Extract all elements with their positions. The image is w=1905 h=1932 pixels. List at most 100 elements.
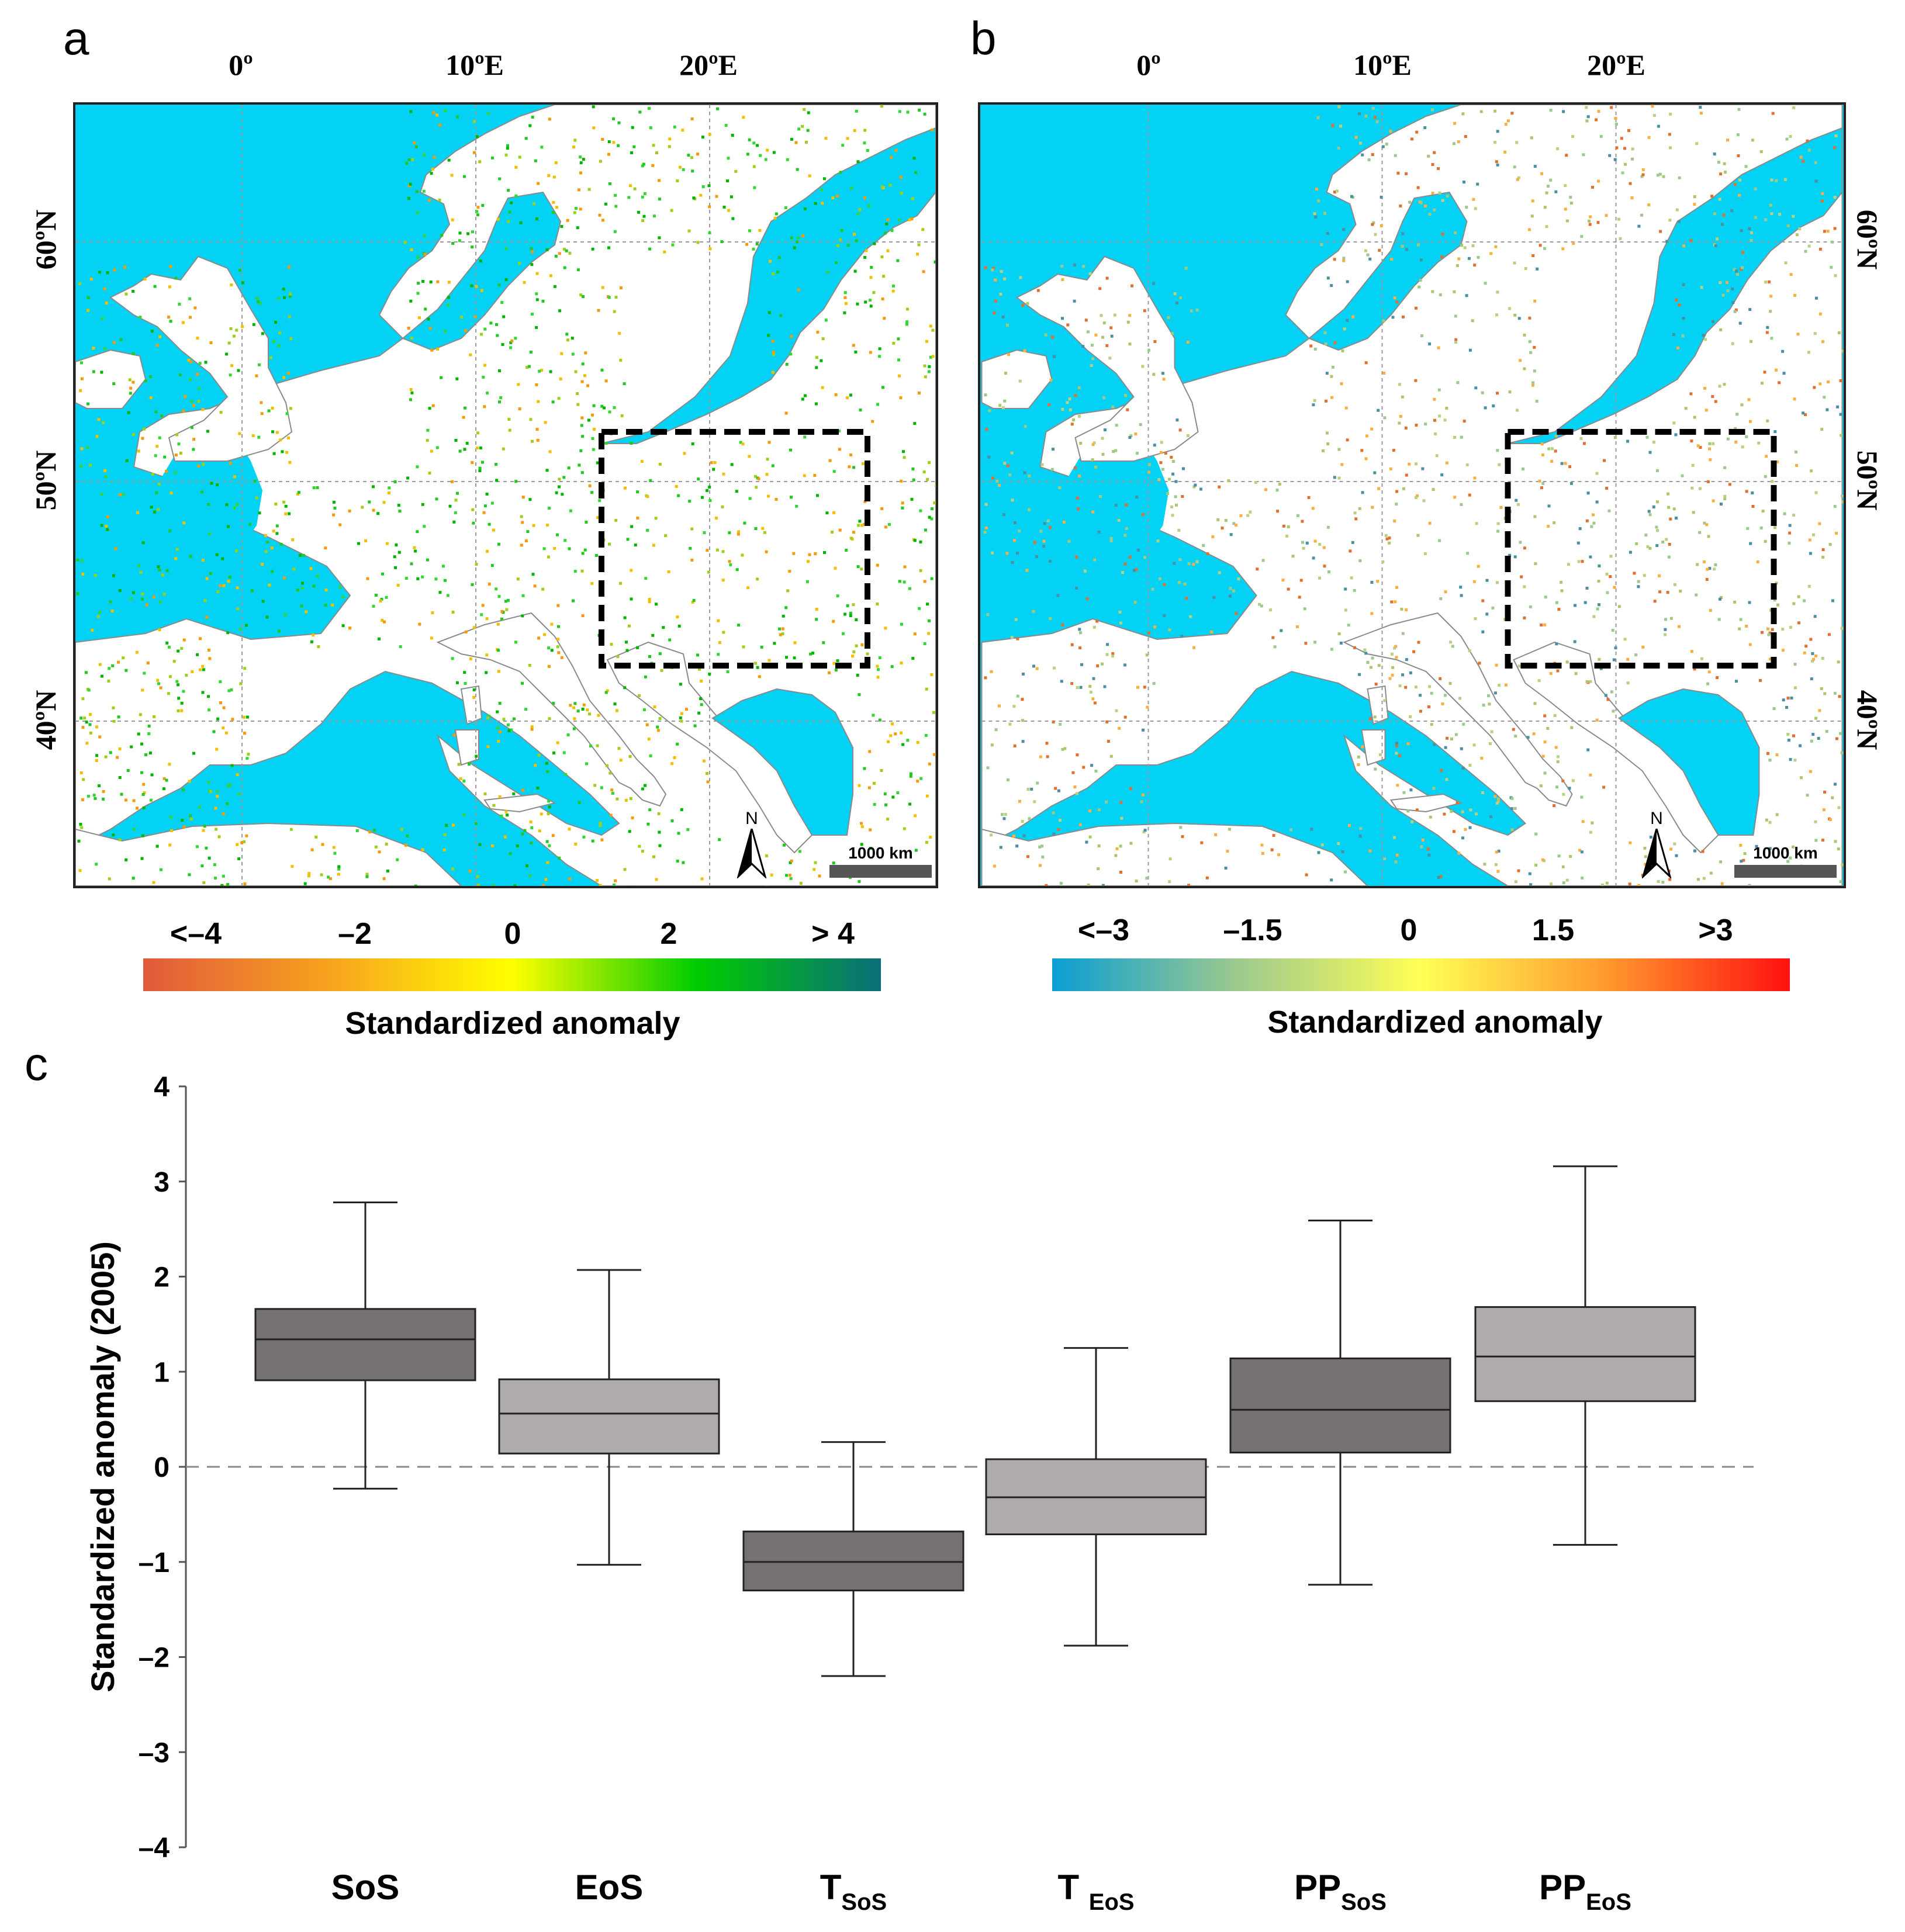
anomaly-dot [617, 144, 620, 147]
anomaly-dot [192, 438, 196, 441]
anomaly-dot [1605, 214, 1608, 217]
anomaly-dot [239, 682, 243, 685]
anomaly-dot [416, 255, 420, 259]
anomaly-dot [636, 646, 639, 649]
anomaly-dot [236, 586, 239, 590]
anomaly-dot [452, 733, 456, 737]
anomaly-dot [1454, 338, 1458, 341]
anomaly-dot [81, 559, 84, 562]
anomaly-dot [715, 517, 718, 520]
anomaly-dot [398, 510, 402, 513]
anomaly-dot [1453, 496, 1457, 499]
anomaly-dot [142, 783, 146, 786]
anomaly-dot [1143, 309, 1146, 313]
anomaly-dot [1296, 514, 1299, 517]
anomaly-dot [765, 854, 769, 857]
anomaly-dot [566, 338, 569, 342]
map-panel-b: N 1000 km [978, 102, 1846, 888]
anomaly-dot [530, 247, 533, 250]
anomaly-dot [227, 525, 230, 528]
anomaly-dot [447, 158, 451, 162]
anomaly-dot [1039, 755, 1042, 759]
anomaly-dot [548, 117, 551, 121]
anomaly-dot [1589, 680, 1592, 683]
anomaly-dot [707, 570, 710, 574]
anomaly-dot [1560, 589, 1564, 593]
anomaly-dot [1159, 577, 1161, 580]
anomaly-dot [1693, 203, 1696, 206]
anomaly-dot [1799, 744, 1802, 747]
anomaly-dot [793, 656, 796, 660]
anomaly-dot [556, 638, 560, 641]
anomaly-dot [516, 844, 519, 847]
anomaly-dot [593, 428, 596, 431]
anomaly-dot [1333, 191, 1336, 193]
anomaly-dot [1580, 850, 1584, 854]
anomaly-dot [1389, 130, 1392, 133]
anomaly-dot [1543, 740, 1547, 744]
anomaly-dot [586, 708, 589, 712]
anomaly-dot [475, 210, 479, 213]
anomaly-dot [1445, 407, 1448, 410]
anomaly-dot [699, 697, 703, 701]
anomaly-dot [676, 742, 679, 746]
anomaly-dot [1478, 662, 1481, 665]
anomaly-dot [644, 784, 646, 787]
anomaly-dot [187, 359, 191, 362]
anomaly-dot [205, 577, 209, 580]
anomaly-dot [1443, 418, 1447, 422]
anomaly-dot [796, 240, 799, 244]
scale-bar-b: 1000 km [1734, 844, 1837, 878]
anomaly-dot [422, 189, 426, 193]
anomaly-dot [1214, 833, 1218, 836]
anomaly-dot [1495, 850, 1498, 854]
anomaly-dot [658, 830, 661, 834]
anomaly-dot [1741, 251, 1745, 254]
anomaly-dot [116, 756, 119, 759]
anomaly-dot [1162, 378, 1166, 381]
anomaly-dot [1581, 876, 1584, 880]
anomaly-dot [803, 394, 807, 397]
anomaly-dot [476, 875, 479, 878]
anomaly-dot [611, 791, 614, 795]
anomaly-dot [416, 530, 419, 534]
anomaly-dot [1079, 685, 1083, 689]
anomaly-dot [1108, 356, 1112, 360]
anomaly-dot [112, 574, 115, 577]
anomaly-dot [929, 324, 932, 328]
anomaly-dot [591, 413, 594, 417]
anomaly-dot [144, 753, 147, 757]
anomaly-dot [1733, 268, 1736, 271]
anomaly-dot [807, 111, 810, 115]
anomaly-dot [647, 738, 651, 741]
anomaly-dot [1301, 520, 1304, 523]
anomaly-dot [177, 709, 180, 712]
panel-c-letter: c [25, 1038, 48, 1090]
anomaly-dot [1834, 840, 1837, 843]
anomaly-dot [649, 126, 652, 130]
anomaly-dots-b [983, 105, 1844, 886]
anomaly-dot [658, 198, 661, 201]
anomaly-dot [1662, 175, 1665, 178]
anomaly-dot [1789, 273, 1793, 276]
anomaly-dot [1768, 657, 1772, 661]
anomaly-dot [1299, 579, 1303, 582]
anomaly-dot [1260, 843, 1264, 847]
north-arrow-icon [737, 825, 767, 880]
anomaly-dot [1771, 112, 1775, 115]
anomaly-dot [1454, 733, 1458, 736]
anomaly-dot [230, 364, 234, 368]
anomaly-dot [251, 434, 255, 438]
anomaly-dot [1394, 860, 1398, 864]
anomaly-dot [1043, 522, 1046, 525]
anomaly-dot [1359, 827, 1363, 830]
anomaly-dot [563, 266, 566, 269]
anomaly-dot [739, 441, 742, 444]
anomaly-dot [853, 129, 856, 132]
anomaly-dot [91, 628, 94, 632]
anomaly-dot [167, 316, 170, 319]
anomaly-dot [1740, 229, 1743, 233]
anomaly-dot [136, 806, 139, 810]
anomaly-dot [652, 543, 655, 547]
anomaly-dot [532, 524, 535, 527]
